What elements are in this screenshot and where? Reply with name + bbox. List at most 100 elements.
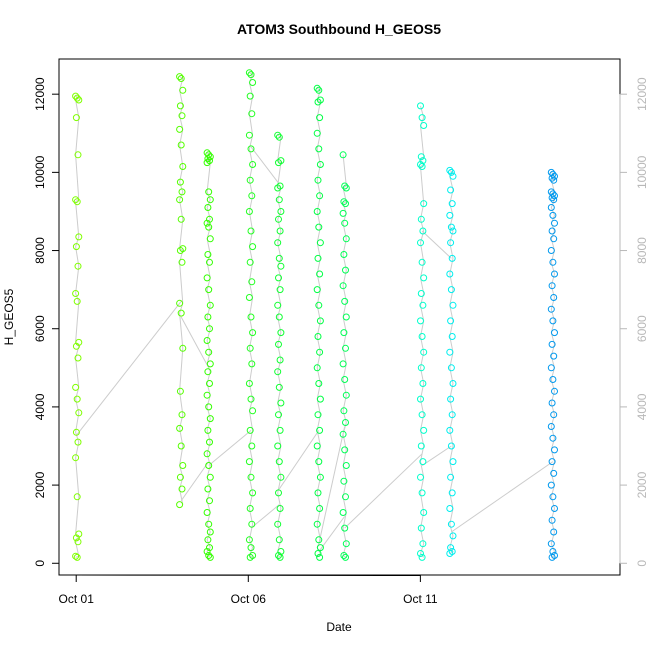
data-point <box>316 505 324 512</box>
data-point <box>449 380 457 387</box>
profile-series <box>176 73 187 509</box>
data-point <box>179 462 187 469</box>
data-point <box>314 411 322 419</box>
data-point <box>205 462 213 469</box>
data-point <box>447 286 455 294</box>
data-point <box>341 297 349 305</box>
data-point <box>206 553 214 561</box>
data-point <box>339 151 347 159</box>
data-point <box>249 161 257 168</box>
y-axis-label: H_GEOS5 <box>2 288 16 345</box>
data-point <box>275 196 283 204</box>
data-point <box>449 227 457 235</box>
data-point <box>342 200 349 208</box>
data-point <box>203 548 211 555</box>
data-point <box>417 364 425 372</box>
data-point <box>176 125 184 133</box>
data-point <box>204 251 212 258</box>
data-point <box>203 450 211 458</box>
data-point <box>75 409 83 417</box>
data-point <box>206 497 213 505</box>
data-point <box>275 489 282 497</box>
data-point <box>549 211 557 219</box>
right-y-tick-label: 6000 <box>635 315 649 342</box>
data-point <box>313 129 321 137</box>
data-point <box>73 553 81 561</box>
data-point <box>550 528 558 536</box>
data-point <box>340 251 348 258</box>
data-point <box>275 383 283 391</box>
data-point <box>313 208 321 215</box>
data-point <box>246 426 254 434</box>
data-point <box>206 438 213 446</box>
data-point <box>247 71 255 79</box>
data-point <box>342 313 350 321</box>
data-point <box>316 553 324 561</box>
data-point <box>178 258 186 266</box>
data-point <box>248 360 256 368</box>
data-point <box>206 235 214 243</box>
y-tick-label: 2000 <box>33 471 47 498</box>
data-point <box>274 301 282 309</box>
data-point <box>275 254 283 262</box>
x-tick-label: Oct 06 <box>231 592 267 606</box>
data-point <box>72 428 80 436</box>
data-point <box>315 536 323 544</box>
data-point <box>446 505 454 512</box>
data-point <box>447 239 455 247</box>
data-point <box>205 348 213 356</box>
data-point <box>203 391 211 399</box>
data-point <box>314 254 322 262</box>
data-point <box>551 219 558 227</box>
data-point <box>341 524 349 532</box>
data-point <box>276 356 284 364</box>
data-point <box>342 184 350 192</box>
data-point <box>249 243 257 251</box>
data-point <box>205 520 213 528</box>
data-point <box>419 301 427 309</box>
data-point <box>417 442 425 450</box>
data-point <box>548 399 556 407</box>
data-point <box>342 493 349 501</box>
data-point <box>447 395 455 403</box>
data-point <box>417 215 425 223</box>
data-point <box>548 227 556 235</box>
data-point <box>179 344 187 352</box>
data-point <box>547 204 555 211</box>
data-point <box>73 395 81 403</box>
profile-series <box>417 102 428 561</box>
data-point <box>342 235 350 243</box>
data-point <box>417 317 424 325</box>
data-point <box>547 540 555 548</box>
data-point <box>342 540 350 548</box>
profile-series <box>313 84 324 561</box>
data-point <box>204 426 212 434</box>
y-axis: 0 2000 4000 6000 8000 10000 12000 <box>33 77 60 567</box>
data-point <box>449 172 457 180</box>
transit-line <box>278 430 320 490</box>
data-point <box>550 469 558 477</box>
data-point <box>342 419 349 426</box>
data-point <box>204 485 212 493</box>
data-point <box>549 434 557 442</box>
transit-line <box>250 146 280 185</box>
data-point <box>176 178 184 186</box>
plot-frame <box>58 58 621 576</box>
data-point <box>449 301 457 309</box>
data-point <box>73 493 81 501</box>
data-point <box>205 223 213 231</box>
data-point <box>206 301 214 309</box>
data-point <box>72 383 80 391</box>
right-y-axis: 0 2000 4000 6000 8000 10000 12000 <box>619 77 649 567</box>
data-point <box>551 505 558 512</box>
profile-line <box>179 76 184 505</box>
data-point <box>316 161 324 168</box>
data-point <box>340 407 348 415</box>
right-y-tick-label: 4000 <box>635 393 649 420</box>
data-point <box>248 520 256 528</box>
data-point <box>246 258 254 266</box>
data-point <box>448 200 456 208</box>
data-point <box>316 426 324 434</box>
data-point <box>547 481 555 489</box>
data-point <box>206 196 214 204</box>
